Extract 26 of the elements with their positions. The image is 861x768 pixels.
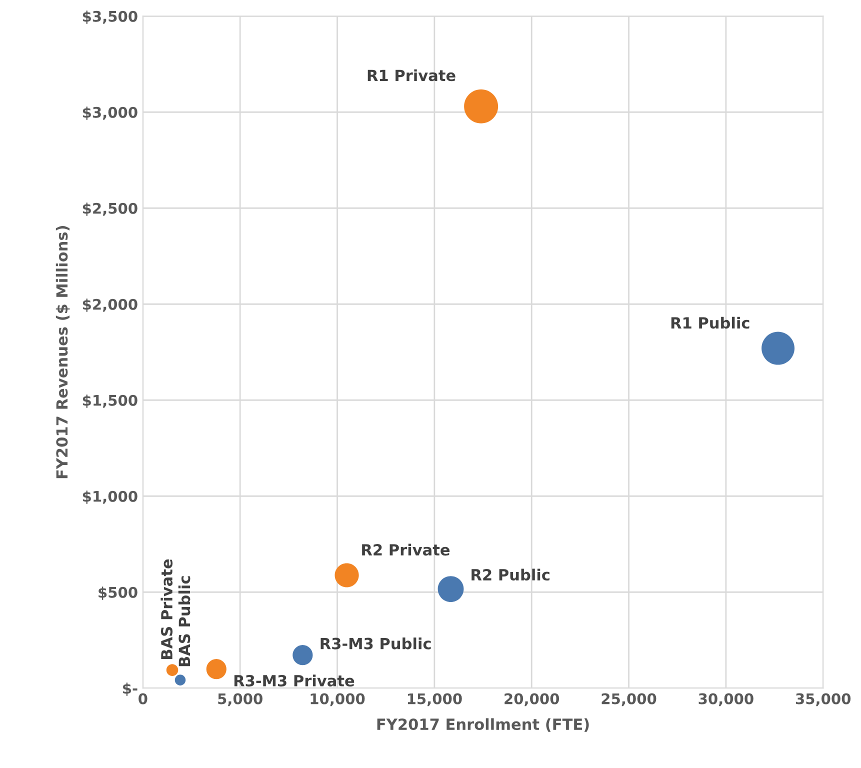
y-tick-label: $3,500: [82, 10, 138, 24]
y-tick-label: $1,500: [82, 394, 138, 408]
x-tick-label: 25,000: [602, 693, 656, 706]
y-tick-label: $-: [123, 682, 138, 696]
x-tick-label: 35,000: [796, 693, 851, 706]
y-tick-label: $2,500: [82, 202, 138, 216]
x-tick-label: 10,000: [310, 693, 365, 706]
y-tick-label: $500: [98, 586, 138, 600]
x-tick-label: 20,000: [504, 693, 560, 706]
annotation: R2 Private: [362, 544, 450, 556]
annotation: R1 Private: [368, 69, 456, 82]
annotation: R1 Public: [671, 316, 750, 329]
x-tick-label: 15,000: [408, 693, 462, 706]
x-tick-label: 30,000: [698, 693, 754, 706]
y-tick-label: $3,000: [82, 106, 138, 120]
y-axis-title: FY2017 Revenues ($ Millions): [56, 226, 70, 478]
x-tick-label: 0: [138, 693, 148, 704]
annotation: R3-M3 Public: [320, 638, 431, 650]
y-tick-label: $1,000: [82, 490, 138, 504]
annotation: BAS Private: [160, 559, 173, 659]
annotation: R2 Public: [472, 568, 550, 581]
x-axis-title: FY2017 Enrollment (FTE): [377, 718, 589, 732]
y-tick-label: $2,000: [82, 298, 138, 312]
annotation: BAS Public: [178, 576, 190, 666]
annotation: R3-M3 Private: [234, 674, 354, 686]
x-tick-label: 5,000: [218, 693, 262, 706]
